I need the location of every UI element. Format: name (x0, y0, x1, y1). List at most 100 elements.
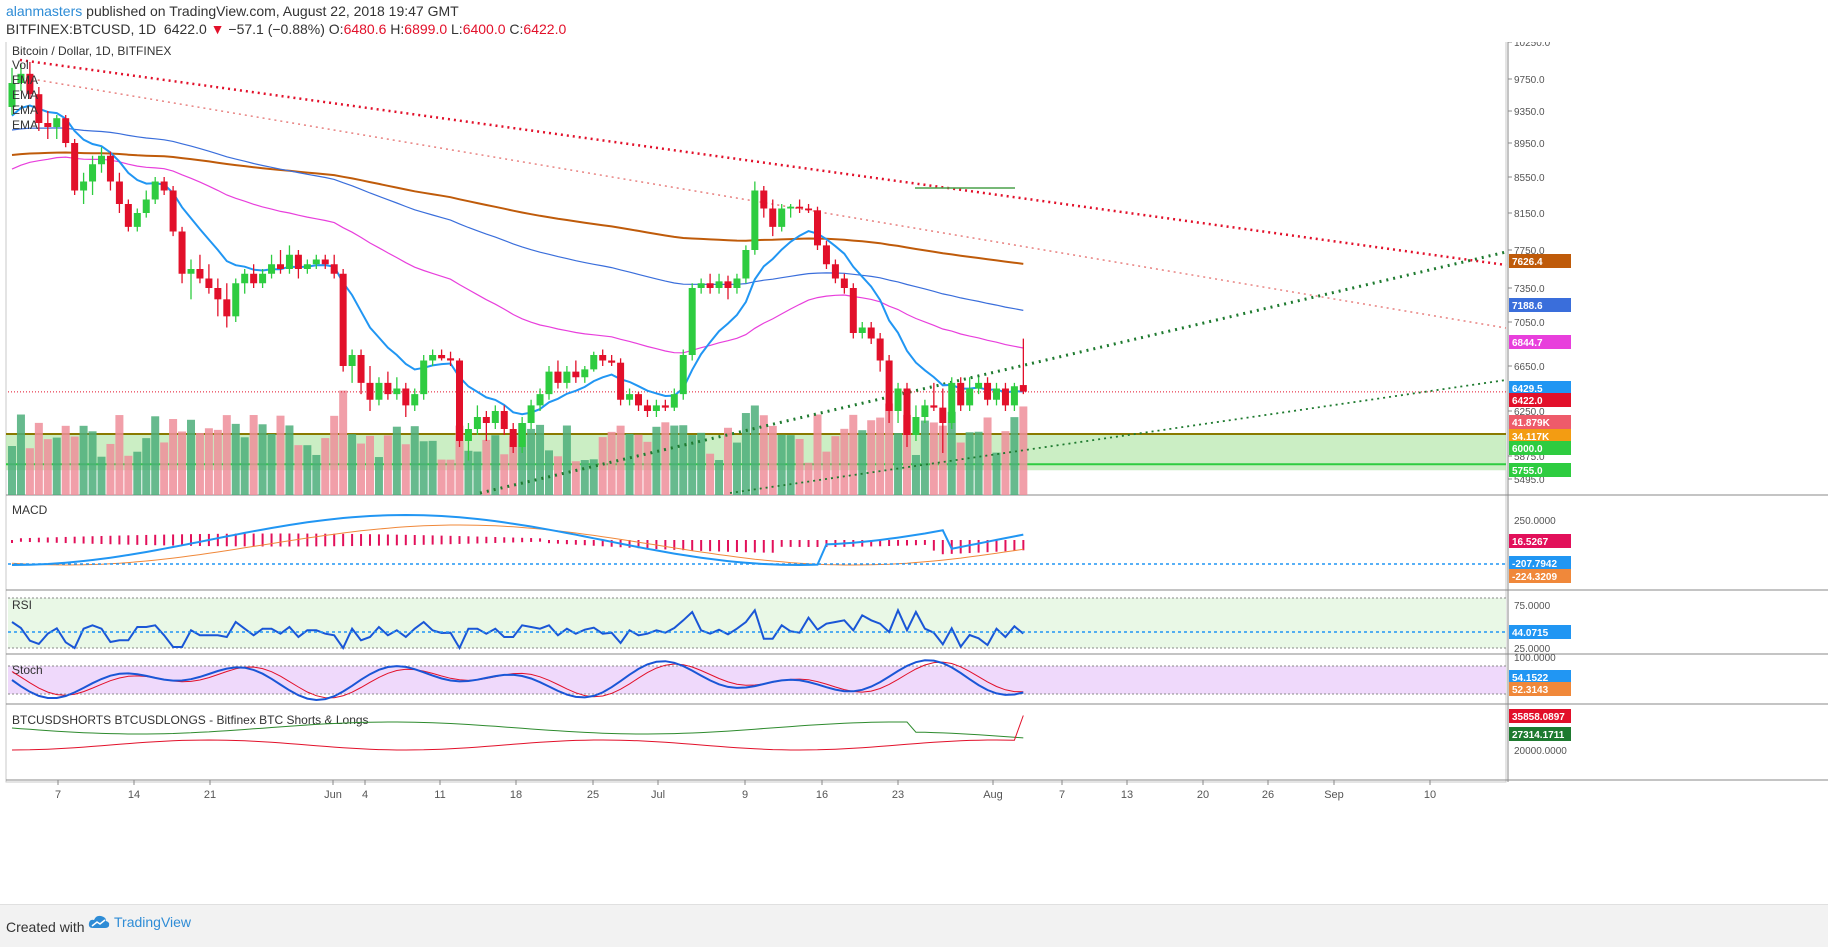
volume-bar (840, 428, 849, 495)
volume-bar (195, 432, 204, 495)
candle-body (849, 288, 857, 333)
volume-bar (285, 425, 294, 495)
candle-body (706, 283, 714, 288)
rsi-value-label: 44.0715 (1512, 628, 1549, 639)
time-tick-label: Jul (651, 789, 665, 801)
price-tick-label: 8950.0 (1514, 139, 1545, 150)
volume-bar (43, 439, 52, 495)
candle-body (912, 417, 920, 435)
volume-bar (697, 432, 706, 495)
candle-body (223, 299, 231, 317)
last-price: 6422.0 (163, 21, 207, 37)
support-6000-badge (1509, 441, 1571, 455)
legend-vol: Vol (12, 58, 29, 72)
volume-bar (786, 435, 795, 495)
longs-value-badge (1509, 727, 1571, 741)
rsi-tick-label: 75.0000 (1514, 601, 1551, 612)
candle-body (214, 288, 222, 300)
volume-bar (876, 417, 885, 495)
candle-body (957, 382, 965, 406)
volume-bar (929, 422, 938, 495)
volume-bar (312, 454, 321, 495)
time-tick-label: 10 (1424, 789, 1436, 801)
time-tick-label: Aug (983, 789, 1003, 801)
candle-body (885, 360, 893, 411)
candle-body (8, 83, 16, 107)
candle-body (178, 231, 186, 274)
volume-bar (920, 420, 929, 495)
volume-bar (464, 450, 473, 495)
volume-bar (330, 415, 339, 495)
candle-body (17, 73, 25, 83)
volume-bar (482, 439, 491, 495)
volume-bar (204, 428, 213, 495)
volume-bar (115, 415, 124, 495)
volume-bar (473, 451, 482, 495)
volume-bar (741, 413, 750, 495)
shorts-value-badge (1509, 709, 1571, 723)
longs-line (11, 721, 1024, 739)
candle-body (384, 382, 392, 395)
chart-header: alanmasters published on TradingView.com… (0, 0, 1828, 42)
candle-body (858, 327, 866, 333)
volume-bar (831, 436, 840, 495)
low-label: L: (451, 21, 463, 37)
ema-200-line (11, 151, 1024, 265)
macd-histogram (11, 533, 1025, 555)
volume-bar (249, 415, 258, 495)
volume-value-badge (1509, 415, 1571, 429)
time-tick-label: 7 (55, 789, 61, 801)
ohlc-line: BITFINEX:BTCUSD, 1D 6422.0 ▼ −57.1 (−0.8… (6, 21, 566, 37)
shorts-longs-title: BTCUSDSHORTS BTCUSDLONGS - Bitfinex BTC … (12, 713, 369, 727)
candle-body (527, 405, 535, 423)
candle-body (840, 278, 848, 288)
candle-body (98, 155, 105, 165)
price-tick-label: 5495.0 (1514, 475, 1545, 486)
close-label: C: (509, 21, 524, 37)
candle-body (617, 362, 625, 400)
volume-bar (974, 431, 983, 495)
candle-body (124, 204, 132, 227)
candle-body (948, 382, 956, 423)
volume-bar (724, 427, 732, 495)
volume-bar (187, 419, 195, 495)
candle-body (491, 411, 499, 423)
volume-bar (500, 454, 509, 495)
volume-bar (160, 442, 169, 495)
volume-bar (348, 434, 357, 495)
candle-body (867, 327, 875, 339)
time-tick-label: 14 (128, 789, 140, 801)
ema-10-value-badge (1509, 381, 1571, 395)
candle-body (35, 94, 43, 123)
volume-bar (169, 419, 178, 495)
chart-canvas[interactable]: Bitcoin / Dollar, 1D, BITFINEXVolEMAEMAE… (0, 38, 1828, 904)
candle-body (366, 382, 374, 400)
volume-bar (303, 445, 312, 495)
volume-bar (616, 425, 625, 495)
volume-bar (25, 448, 34, 495)
volume-bar (151, 416, 160, 495)
open-value: 6480.6 (343, 21, 387, 37)
resistance-trendline (19, 58, 1507, 267)
candle-body (402, 388, 410, 406)
support-trendline (479, 250, 1507, 495)
time-tick-label: 7 (1059, 789, 1065, 801)
chart-area[interactable]: Bitcoin / Dollar, 1D, BITFINEX Vol EMA EMA E… (0, 38, 1828, 904)
candle-body (518, 423, 526, 447)
candle-body (339, 273, 347, 366)
time-tick-label: 11 (434, 789, 445, 801)
candle-body (250, 273, 258, 284)
last-price-label: 6422.0 (1512, 396, 1543, 407)
volume-bar (455, 425, 464, 495)
volume-bar (419, 441, 428, 495)
candle-body (456, 360, 463, 441)
author-link[interactable]: alanmasters (6, 3, 83, 19)
candle-body (303, 264, 311, 269)
tradingview-brand[interactable]: TradingView (88, 914, 191, 930)
cloud-logo-icon (88, 915, 110, 928)
volume-bar (509, 436, 518, 495)
candle-body (62, 118, 70, 143)
volume-bar (142, 438, 151, 495)
volume-value-label: 41.879K (1512, 418, 1551, 429)
low-value: 6400.0 (462, 21, 506, 37)
